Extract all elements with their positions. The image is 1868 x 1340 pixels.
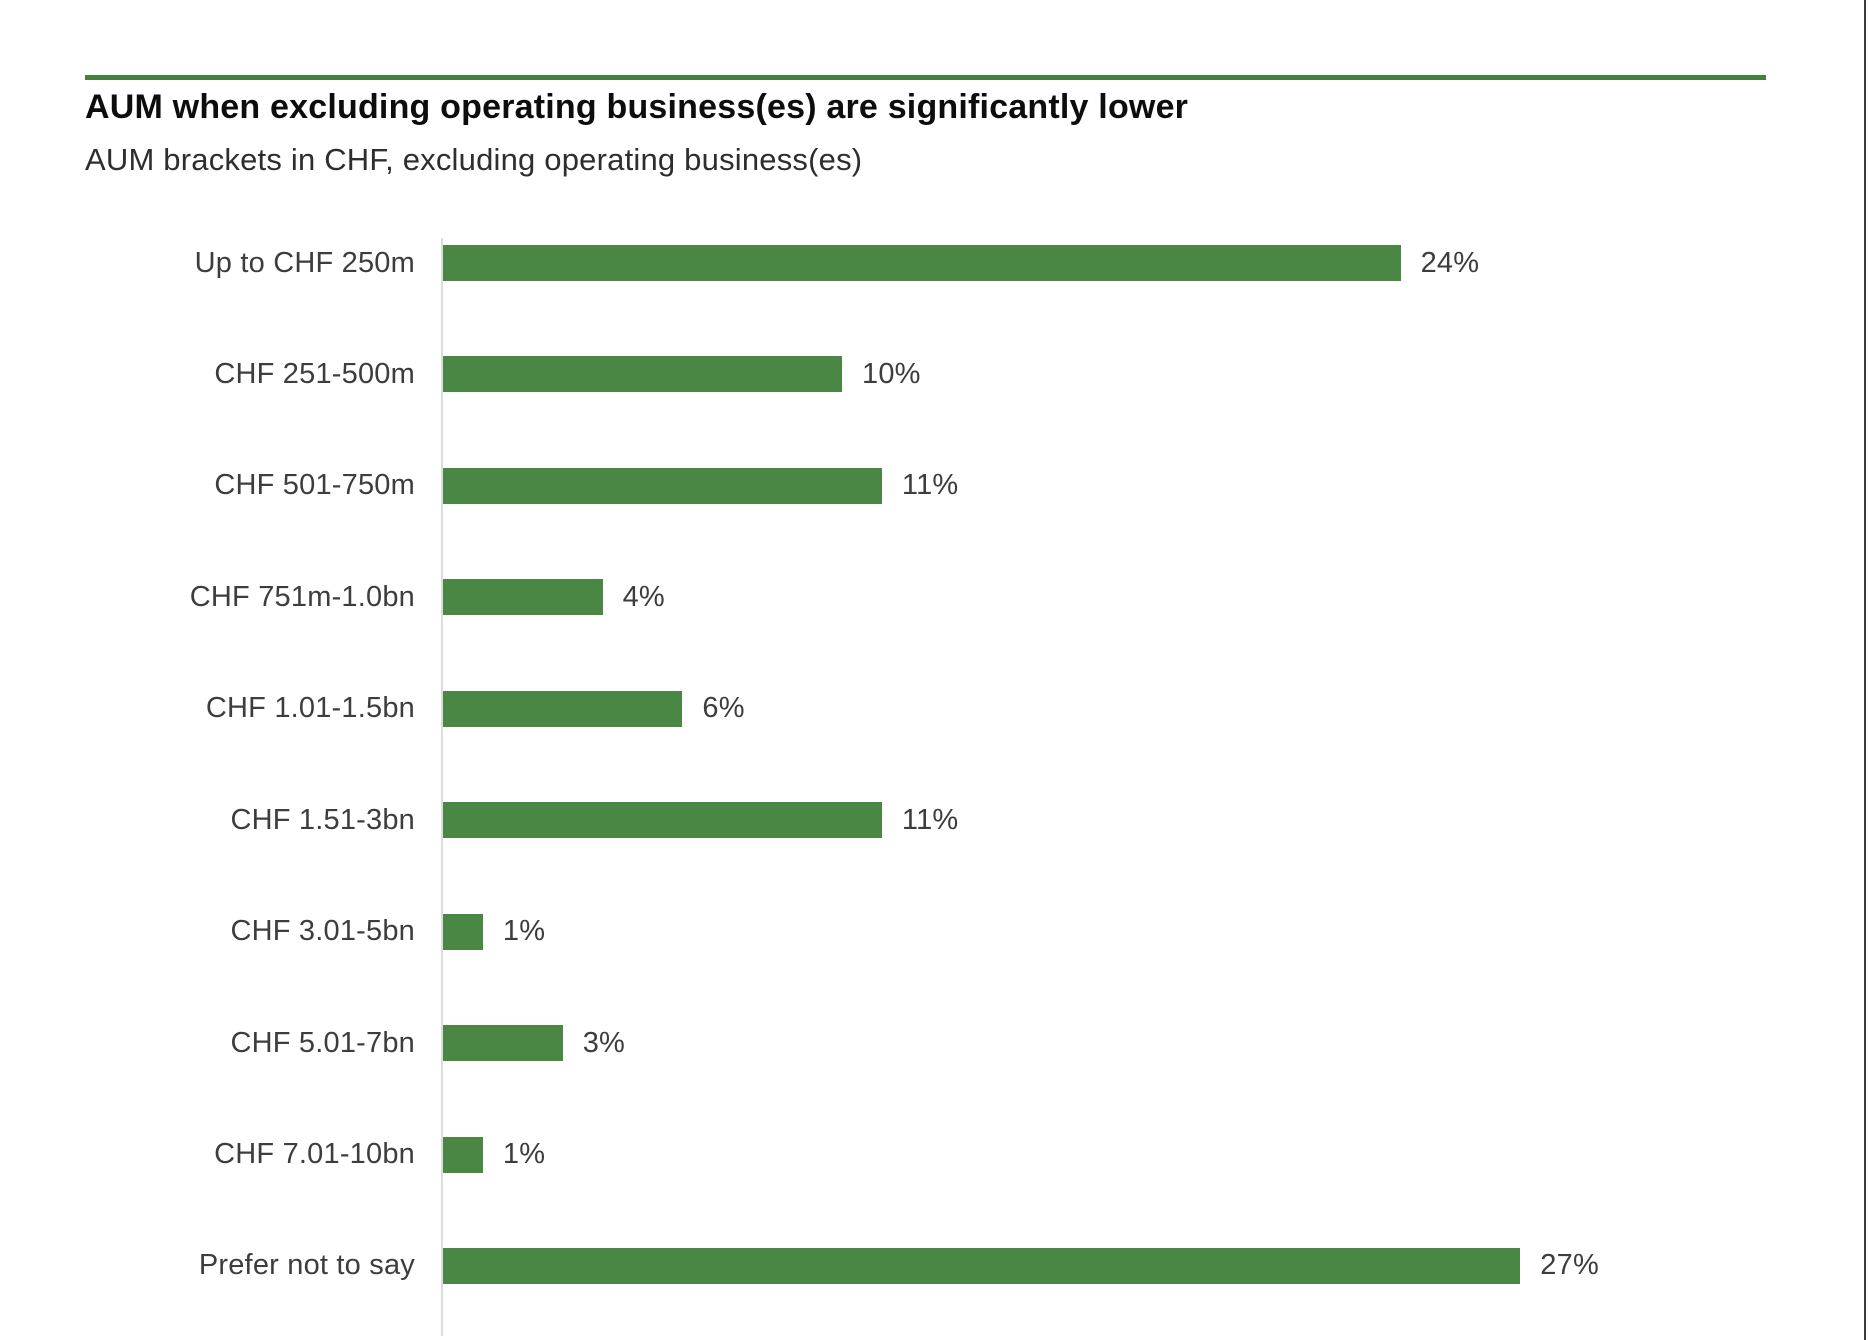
bar bbox=[443, 579, 603, 616]
category-label: CHF 751m-1.0bn bbox=[189, 580, 415, 613]
bar bbox=[443, 913, 483, 950]
value-label: 4% bbox=[622, 580, 665, 613]
window-edge-line bbox=[1864, 0, 1866, 1340]
category-label: Up to CHF 250m bbox=[194, 246, 415, 279]
value-label: 24% bbox=[1420, 246, 1480, 279]
table-row: CHF 501-750m 11% bbox=[0, 467, 959, 504]
table-row: CHF 3.01-5bn 1% bbox=[0, 913, 546, 950]
category-label: CHF 501-750m bbox=[214, 469, 415, 502]
table-row: Up to CHF 250m 24% bbox=[0, 245, 1479, 281]
value-label: 11% bbox=[901, 469, 959, 502]
value-label: 1% bbox=[502, 915, 546, 948]
bar bbox=[443, 1136, 483, 1173]
category-label: CHF 7.01-10bn bbox=[214, 1138, 415, 1171]
table-row: CHF 7.01-10bn 1% bbox=[0, 1136, 546, 1173]
table-row: CHF 1.51-3bn 11% bbox=[0, 802, 959, 839]
bar bbox=[443, 356, 842, 393]
category-label: CHF 1.01-1.5bn bbox=[205, 692, 415, 725]
bar bbox=[443, 1025, 563, 1062]
title-rule bbox=[85, 75, 1766, 80]
table-row: CHF 1.01-1.5bn 6% bbox=[0, 690, 745, 727]
value-label: 11% bbox=[901, 803, 959, 836]
y-axis-line bbox=[441, 238, 443, 1336]
bar bbox=[443, 467, 882, 504]
table-row: Prefer not to say 27% bbox=[0, 1247, 1599, 1284]
table-row: CHF 251-500m 10% bbox=[0, 356, 921, 393]
category-label: CHF 3.01-5bn bbox=[230, 915, 415, 948]
value-label: 1% bbox=[502, 1138, 546, 1171]
bar bbox=[443, 245, 1401, 281]
value-label: 3% bbox=[582, 1026, 626, 1059]
category-label: CHF 5.01-7bn bbox=[230, 1026, 415, 1059]
category-label: Prefer not to say bbox=[198, 1249, 415, 1282]
category-label: CHF 251-500m bbox=[214, 357, 415, 390]
table-row: CHF 5.01-7bn 3% bbox=[0, 1025, 626, 1062]
bar bbox=[443, 690, 683, 727]
category-label: CHF 1.51-3bn bbox=[230, 803, 415, 836]
table-row: CHF 751m-1.0bn 4% bbox=[0, 579, 665, 616]
value-label: 6% bbox=[702, 692, 745, 725]
chart-subtitle: AUM brackets in CHF, excluding operating… bbox=[85, 142, 863, 177]
value-label: 27% bbox=[1540, 1249, 1599, 1282]
bar bbox=[443, 1247, 1521, 1284]
chart-title: AUM when excluding operating business(es… bbox=[85, 88, 1189, 126]
value-label: 10% bbox=[862, 357, 921, 390]
bar bbox=[443, 802, 882, 839]
